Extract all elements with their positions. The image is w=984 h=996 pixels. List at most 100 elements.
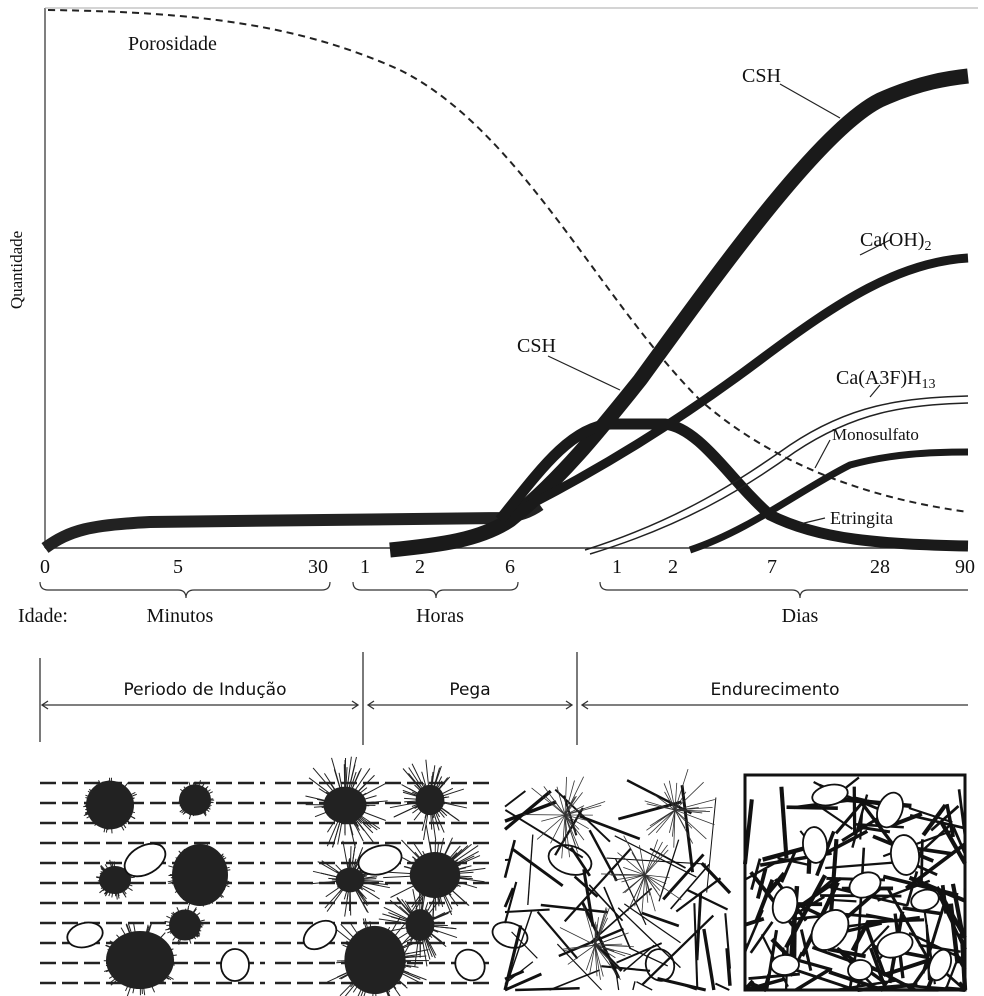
rod — [753, 879, 775, 924]
needle — [627, 874, 646, 912]
particle — [927, 948, 953, 982]
rod — [601, 965, 651, 972]
curve-label: Ca(A3F)H13 — [836, 367, 936, 392]
rod — [695, 892, 703, 961]
needle — [644, 874, 651, 896]
needle — [594, 944, 634, 948]
monosulfato-curve — [688, 448, 969, 554]
rod — [622, 944, 655, 973]
age-tick-label: 30 — [308, 556, 328, 578]
caa3fh13-curve — [584, 395, 969, 551]
curve-label: CSH — [517, 335, 556, 357]
rod — [836, 979, 898, 992]
leader — [814, 439, 831, 469]
needle — [644, 874, 670, 879]
needle — [646, 803, 676, 811]
rod — [581, 902, 621, 979]
rod — [504, 969, 525, 981]
needle — [649, 809, 676, 827]
particle — [876, 791, 904, 829]
needle — [594, 944, 612, 963]
rod — [554, 807, 584, 856]
rod — [680, 784, 695, 873]
rod — [554, 788, 611, 843]
particle — [847, 959, 873, 981]
label-subscript: 2 — [924, 239, 931, 254]
needle — [564, 814, 570, 858]
age-tick-label: 28 — [870, 556, 890, 578]
needle — [623, 866, 646, 876]
rod — [702, 928, 716, 991]
rod — [670, 863, 710, 910]
rod — [629, 947, 669, 967]
rod — [744, 977, 786, 992]
rod — [582, 869, 595, 927]
rod — [579, 814, 641, 841]
porosity-curve — [47, 9, 969, 513]
rod — [675, 877, 722, 913]
rod — [614, 858, 647, 926]
curve-label: Monosulfato — [832, 425, 919, 444]
rod — [885, 886, 929, 958]
rod — [904, 842, 966, 890]
needle — [673, 809, 676, 848]
particle — [802, 826, 828, 864]
needle — [594, 935, 622, 946]
grain — [405, 909, 435, 941]
needle — [564, 814, 580, 830]
age-unit: Dias — [782, 605, 819, 627]
rod — [920, 839, 924, 883]
needle — [644, 874, 649, 903]
rod — [504, 961, 534, 985]
needle — [644, 841, 663, 876]
rod — [706, 797, 717, 893]
age-tick-label: 90 — [955, 556, 975, 578]
rod — [743, 943, 749, 955]
needle — [556, 786, 566, 816]
rod — [626, 779, 692, 815]
rod — [504, 790, 526, 808]
rod — [794, 967, 832, 992]
particle — [811, 783, 849, 807]
rod — [700, 861, 732, 895]
needle — [564, 796, 576, 816]
rod — [786, 805, 838, 810]
rod — [606, 857, 706, 865]
needle — [634, 874, 646, 907]
leader — [799, 517, 826, 525]
needle — [674, 809, 715, 826]
csh-late-curve — [389, 68, 969, 558]
grain — [335, 867, 365, 893]
particle — [770, 954, 800, 976]
needle — [559, 927, 596, 946]
needle — [644, 844, 668, 876]
rod — [921, 803, 948, 837]
rod — [590, 887, 653, 943]
rod — [614, 835, 697, 878]
needle — [564, 805, 585, 816]
rod — [632, 981, 636, 991]
rod — [860, 925, 890, 957]
bracket — [599, 581, 968, 599]
rod — [784, 874, 827, 949]
particle — [876, 931, 914, 959]
rod — [641, 911, 680, 928]
needle — [674, 809, 707, 840]
needle — [550, 814, 566, 844]
rod — [938, 819, 967, 865]
particle — [491, 921, 529, 949]
label-subscript: 13 — [922, 377, 936, 392]
particle — [123, 842, 167, 878]
grain — [106, 930, 174, 990]
particle — [889, 834, 921, 876]
needle — [594, 944, 631, 956]
curve-label: Etringita — [830, 508, 893, 528]
needle — [664, 791, 676, 811]
needle — [594, 943, 623, 946]
needle — [564, 780, 575, 816]
rod — [818, 805, 854, 830]
rod — [510, 847, 564, 888]
rod — [744, 858, 783, 881]
rod — [527, 834, 534, 906]
rod — [558, 927, 624, 958]
